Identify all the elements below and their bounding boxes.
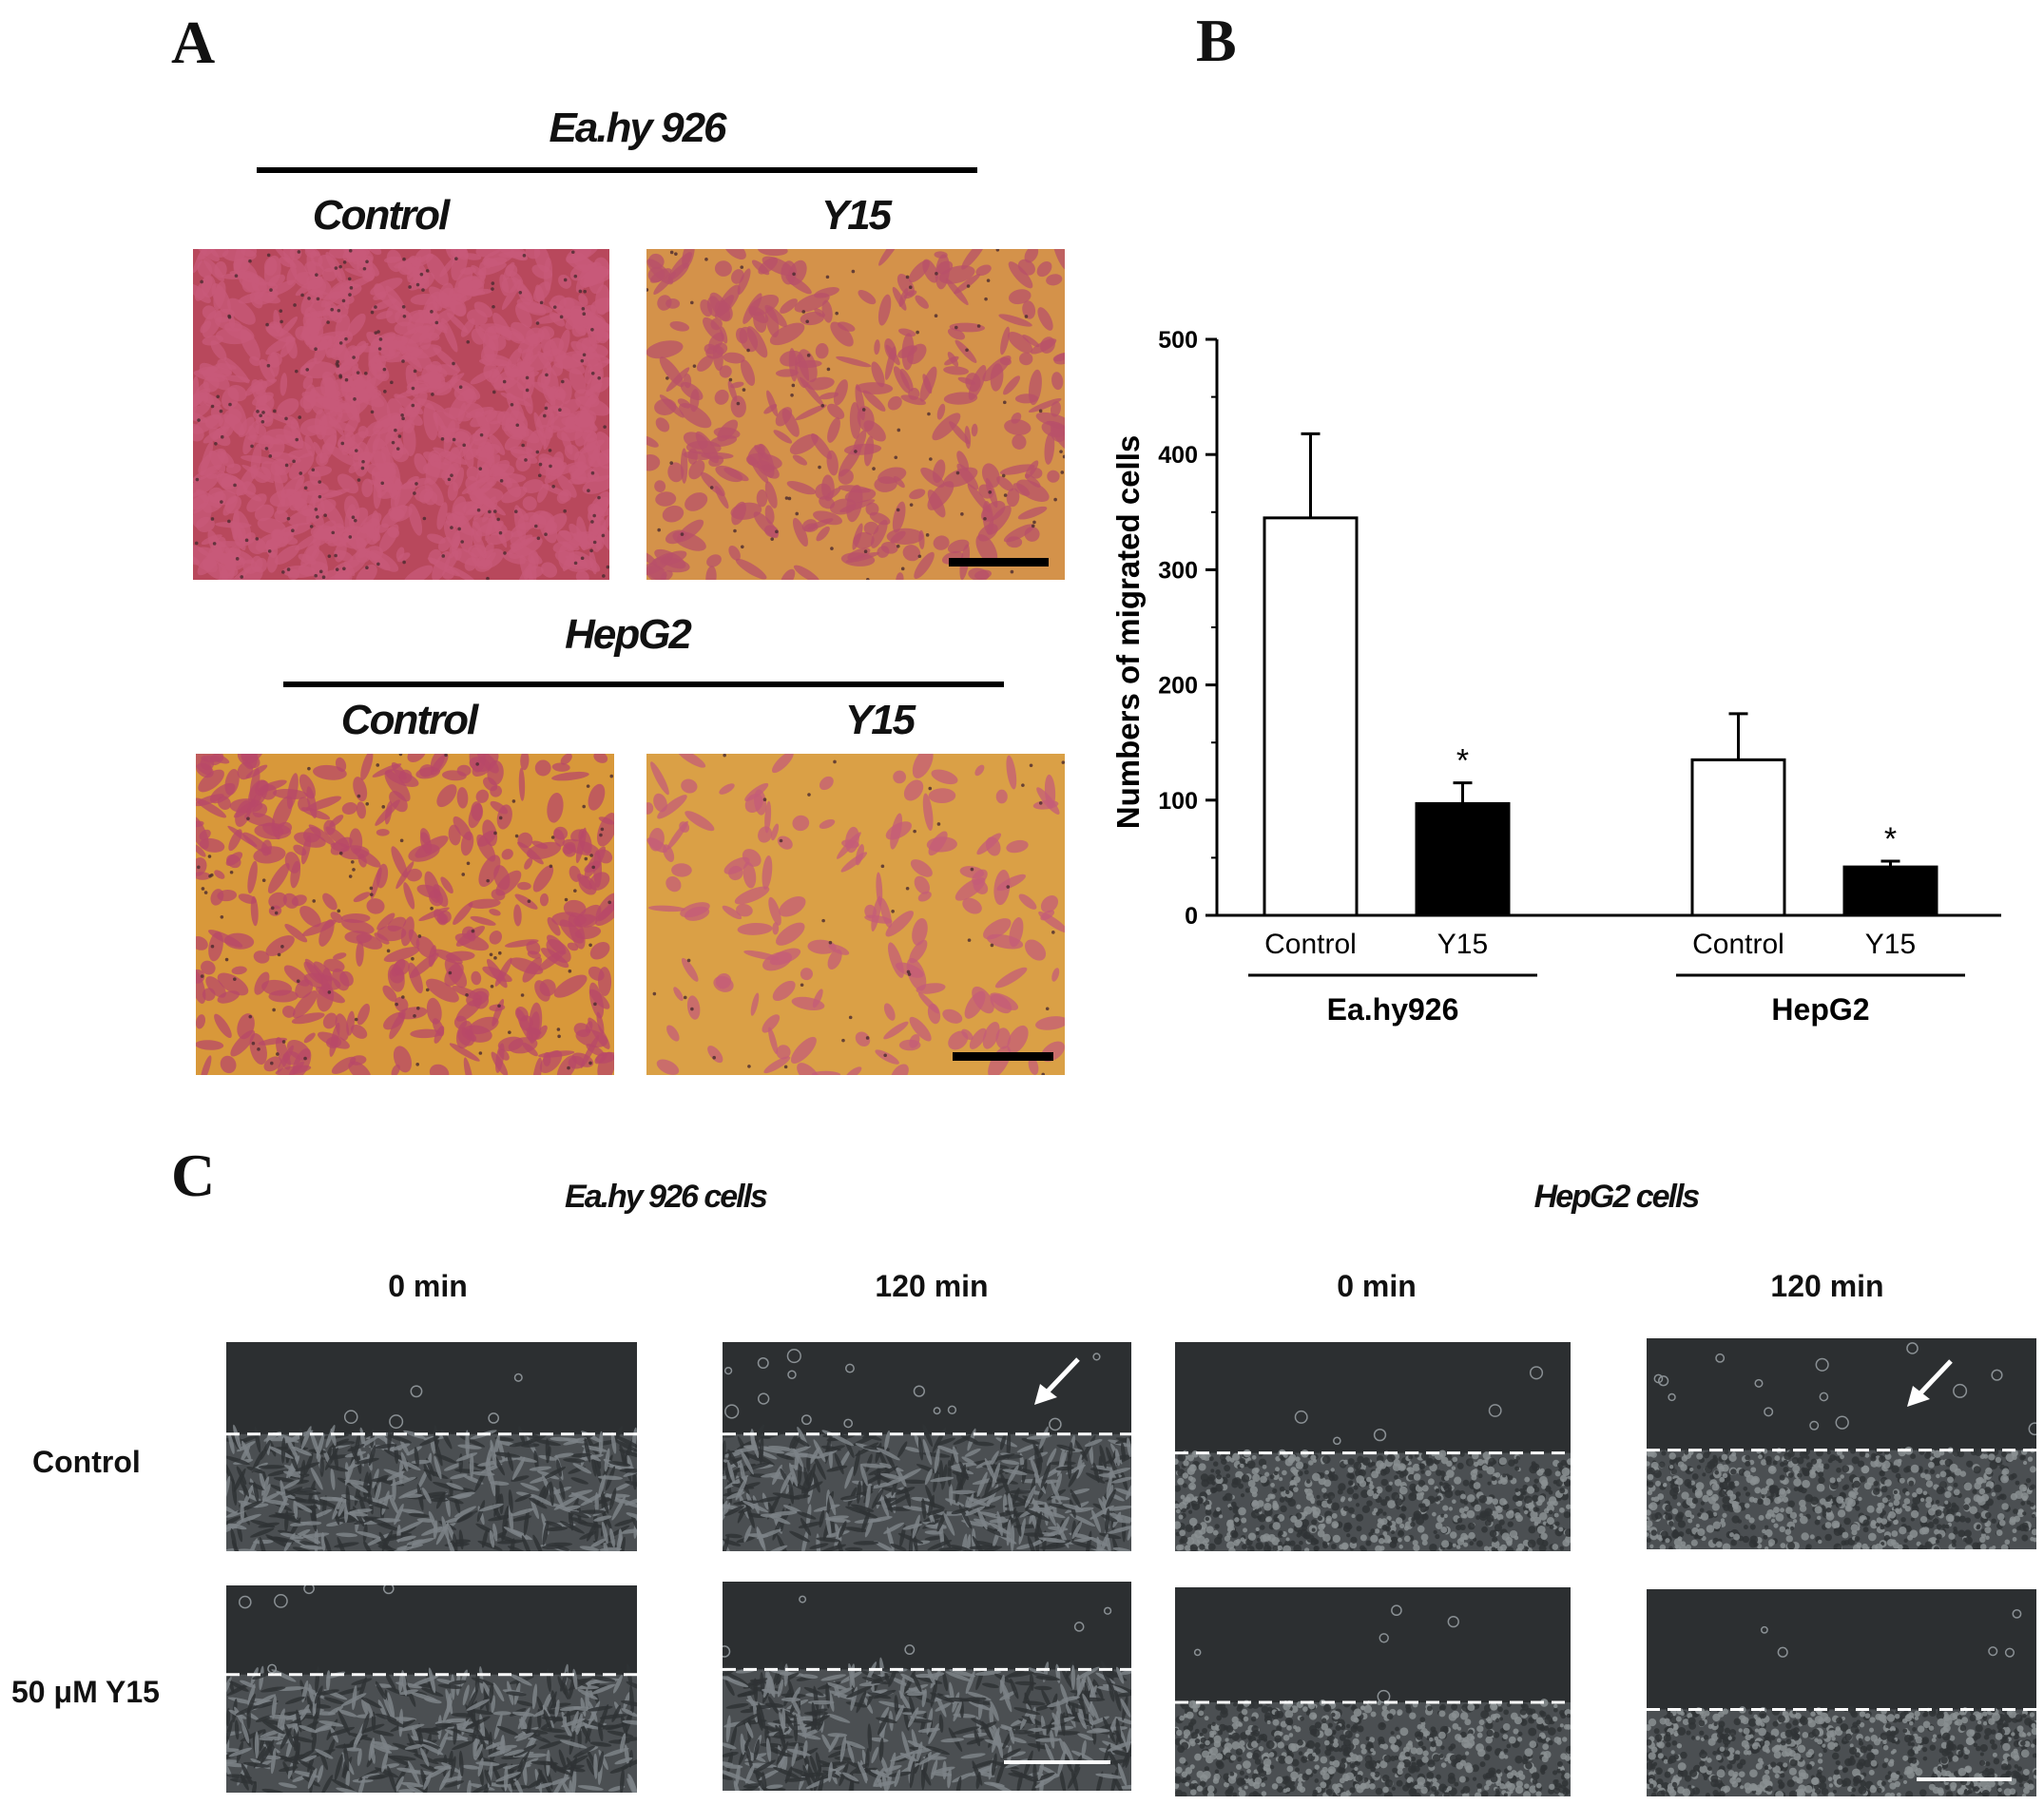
bar-HepG2-Y15 bbox=[1842, 865, 1938, 917]
y-tick-label: 0 bbox=[1185, 903, 1198, 930]
migration-bar-chart: Numbers of migrated cells 0 100 200 300 400 5… bbox=[1110, 327, 2001, 1027]
panel-a-label: A bbox=[171, 9, 216, 76]
scratch-eahy-control-0min-art bbox=[226, 1342, 637, 1551]
hepg2-y15-micrograph bbox=[646, 754, 1065, 1075]
y-tick-label: 400 bbox=[1158, 442, 1198, 469]
panel-c-hepg2-title: HepG2 cells bbox=[1533, 1179, 1701, 1215]
migration-arrow-icon bbox=[1034, 1357, 1080, 1405]
panel-c-row-y15: 50 μM Y15 bbox=[11, 1675, 160, 1709]
panel-a-hepg2-divider bbox=[283, 682, 1004, 687]
scratch-eahy-control-120min-art bbox=[723, 1342, 1131, 1551]
eahy-control-micrograph-art bbox=[193, 249, 609, 580]
scratch-eahy-control-120min bbox=[723, 1342, 1131, 1551]
panel-c-eahy-time-0: 0 min bbox=[388, 1269, 468, 1303]
panel-c-label: C bbox=[171, 1142, 216, 1209]
scratch-hepg2-scale-bar bbox=[1917, 1777, 2012, 1781]
significance-marker: * bbox=[1884, 821, 1897, 857]
x-tick-label: Y15 bbox=[1437, 929, 1488, 960]
scratch-eahy-y15-0min bbox=[226, 1585, 637, 1793]
x-tick-label: Control bbox=[1264, 929, 1357, 960]
scratch-eahy-scale-bar bbox=[1004, 1760, 1110, 1764]
y-tick-label: 200 bbox=[1158, 673, 1198, 700]
panel-a-eahy-divider bbox=[257, 167, 977, 173]
bar-HepG2-Control bbox=[1690, 758, 1786, 917]
bar-Ea.hy926-Y15 bbox=[1415, 801, 1511, 917]
eahy-scale-bar bbox=[949, 558, 1049, 566]
y-axis-title: Numbers of migrated cells bbox=[1110, 435, 1146, 829]
panel-c-hepg2-time-120: 120 min bbox=[1770, 1269, 1884, 1303]
panel-c-eahy-time-120: 120 min bbox=[875, 1269, 989, 1303]
scratch-eahy-y15-0min-art bbox=[226, 1585, 637, 1793]
eahy-y15-micrograph-art bbox=[646, 249, 1065, 580]
hepg2-control-micrograph bbox=[196, 754, 614, 1075]
y-tick-label: 300 bbox=[1158, 557, 1198, 584]
panel-c-hepg2-time-0: 0 min bbox=[1337, 1269, 1417, 1303]
hepg2-y15-micrograph-art bbox=[646, 754, 1065, 1075]
scratch-hepg2-control-0min bbox=[1175, 1342, 1571, 1551]
bar-Ea.hy926-Control bbox=[1263, 516, 1359, 917]
significance-marker: * bbox=[1456, 743, 1469, 779]
group-label: HepG2 bbox=[1771, 992, 1869, 1027]
panel-c-row-control: Control bbox=[32, 1445, 141, 1479]
panel-a-eahy-title: Ea.hy 926 bbox=[549, 105, 726, 151]
scratch-hepg2-y15-120min-art bbox=[1647, 1589, 2036, 1796]
x-tick-label: Y15 bbox=[1865, 929, 1916, 960]
scratch-hepg2-y15-120min bbox=[1647, 1589, 2036, 1796]
y-tick-label: 100 bbox=[1158, 788, 1198, 815]
scratch-eahy-y15-120min bbox=[723, 1582, 1131, 1791]
y-tick-label: 500 bbox=[1158, 327, 1198, 354]
hepg2-scale-bar bbox=[953, 1052, 1053, 1061]
migration-arrow-icon bbox=[1907, 1359, 1953, 1407]
panel-a-eahy-control-label: Control bbox=[312, 192, 450, 239]
scratch-eahy-y15-120min-art bbox=[723, 1582, 1131, 1791]
panel-a-hepg2-title: HepG2 bbox=[565, 611, 692, 658]
eahy-control-micrograph bbox=[193, 249, 609, 580]
group-label: Ea.hy926 bbox=[1327, 992, 1459, 1027]
scratch-eahy-control-0min bbox=[226, 1342, 637, 1551]
scratch-hepg2-y15-0min bbox=[1175, 1587, 1571, 1796]
eahy-y15-micrograph bbox=[646, 249, 1065, 580]
x-tick-label: Control bbox=[1692, 929, 1784, 960]
panel-b-label: B bbox=[1196, 7, 1237, 74]
panel-c-eahy-title: Ea.hy 926 cells bbox=[565, 1179, 768, 1215]
panel-a-hepg2-y15-label: Y15 bbox=[844, 697, 916, 743]
scratch-hepg2-y15-0min-art bbox=[1175, 1587, 1571, 1796]
scratch-hepg2-control-0min-art bbox=[1175, 1342, 1571, 1551]
panel-a-eahy-y15-label: Y15 bbox=[820, 192, 892, 239]
panel-a-hepg2-control-label: Control bbox=[340, 697, 478, 743]
scratch-hepg2-control-120min bbox=[1647, 1338, 2036, 1549]
hepg2-control-micrograph-art bbox=[196, 754, 614, 1075]
scratch-hepg2-control-120min-art bbox=[1647, 1338, 2036, 1549]
